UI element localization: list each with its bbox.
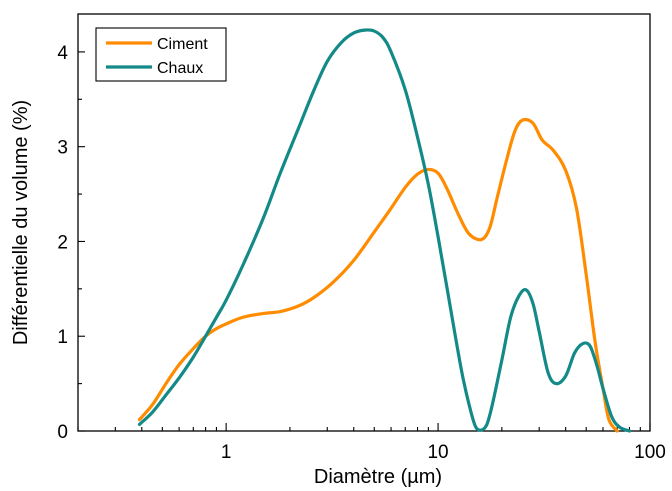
series-line-chaux bbox=[137, 28, 632, 433]
legend-label-ciment: Ciment bbox=[157, 36, 208, 53]
legend-box bbox=[95, 27, 227, 82]
x-tick-label: 100 bbox=[634, 442, 666, 463]
legend: Ciment Chaux bbox=[95, 27, 227, 82]
y-tick-label: 4 bbox=[57, 43, 68, 64]
x-tick-label: 1 bbox=[221, 442, 232, 463]
plot-frame bbox=[77, 13, 651, 432]
y-tick-label: 3 bbox=[57, 138, 68, 159]
y-tick-label: 1 bbox=[57, 327, 68, 348]
legend-label-chaux: Chaux bbox=[157, 60, 203, 77]
series-line-ciment bbox=[137, 117, 619, 433]
y-tick-label: 0 bbox=[57, 422, 68, 443]
x-tick-label: 10 bbox=[427, 442, 448, 463]
x-axis-title: Diamètre (µm) bbox=[314, 466, 442, 488]
y-tick-label: 2 bbox=[57, 232, 68, 253]
axes: 0 1 2 3 4 1 10 100 Diamètre (µm) Différentielle d… bbox=[10, 13, 666, 488]
y-axis-title: Différentielle du volume (%) bbox=[10, 100, 32, 345]
series-layer bbox=[137, 28, 632, 433]
